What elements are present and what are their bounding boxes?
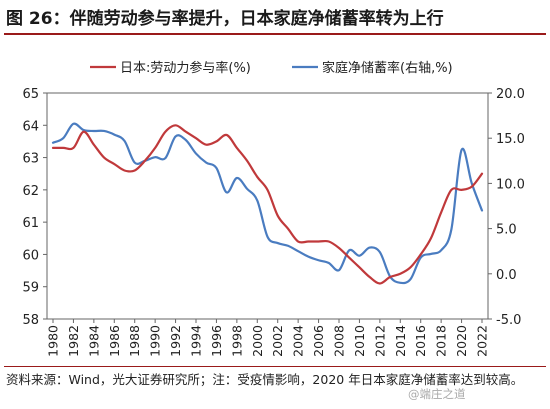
x-tick-label: 2022 — [475, 325, 490, 357]
right-tick-label: 0.0 — [496, 268, 517, 283]
x-tick-label: 2012 — [372, 325, 387, 357]
source-note: 资料来源：Wind，光大证券研究所；注：受疫情影响，2020 年日本家庭净储蓄率… — [6, 372, 524, 387]
left-tick-label: 59 — [22, 281, 39, 296]
right-axis: -5.0 0.0 5.0 10.0 15.0 20.0 — [488, 87, 525, 328]
left-tick-label: 61 — [22, 216, 39, 231]
right-tick-label: 20.0 — [496, 87, 525, 102]
right-tick-label: -5.0 — [496, 313, 521, 328]
left-tick-label: 65 — [22, 87, 39, 102]
x-tick-label: 2010 — [352, 325, 367, 357]
legend-label-series-2: 家庭净储蓄率(右轴,%) — [322, 60, 453, 76]
x-tick-label: 1994 — [189, 325, 204, 357]
watermark: @端庄之道 — [408, 387, 466, 401]
right-tick-label: 10.0 — [496, 177, 525, 192]
left-tick-label: 64 — [22, 119, 39, 134]
right-tick-label: 5.0 — [496, 223, 517, 238]
x-tick-label: 2000 — [250, 325, 265, 357]
x-tick-label: 2016 — [413, 325, 428, 357]
x-tick-label: 2018 — [434, 325, 449, 357]
x-tick-label: 1984 — [86, 325, 101, 357]
x-tick-label: 1998 — [229, 325, 244, 357]
left-tick-label: 60 — [22, 248, 39, 263]
x-tick-label: 2020 — [454, 325, 469, 357]
figure-title: 图 26：伴随劳动参与率提升，日本家庭净储蓄率转为上行 — [6, 9, 444, 29]
x-tick-label: 2002 — [270, 325, 285, 357]
left-tick-label: 62 — [22, 184, 39, 199]
x-tick-label: 2004 — [291, 325, 306, 357]
left-tick-label: 63 — [22, 152, 39, 167]
series-line-1 — [51, 124, 484, 285]
series-line-2 — [51, 122, 484, 285]
legend: 日本:劳动力参与率(%) 家庭净储蓄率(右轴,%) — [90, 60, 453, 76]
title-rule — [4, 33, 546, 35]
x-tick-label: 1982 — [66, 325, 81, 357]
x-tick-label: 1980 — [46, 325, 61, 357]
x-tick-label: 2006 — [311, 325, 326, 357]
x-tick-label: 1986 — [107, 325, 122, 357]
x-tick-label: 2014 — [393, 325, 408, 357]
right-tick-label: 15.0 — [496, 132, 525, 147]
legend-label-series-1: 日本:劳动力参与率(%) — [120, 60, 251, 76]
source-rule — [4, 366, 546, 367]
series-layer — [51, 122, 484, 285]
x-axis: 1980 1982 1984 1986 1988 1990 1992 1994 1996 1998… — [46, 319, 490, 357]
left-axis: 58 59 60 61 62 63 64 65 — [22, 87, 47, 328]
x-tick-label: 2008 — [332, 325, 347, 357]
x-tick-label: 1990 — [148, 325, 163, 357]
x-tick-label: 1996 — [209, 325, 224, 357]
plot-frame — [46, 92, 489, 320]
left-tick-label: 58 — [22, 313, 39, 328]
x-tick-label: 1988 — [127, 325, 142, 357]
x-tick-label: 1992 — [168, 325, 183, 357]
